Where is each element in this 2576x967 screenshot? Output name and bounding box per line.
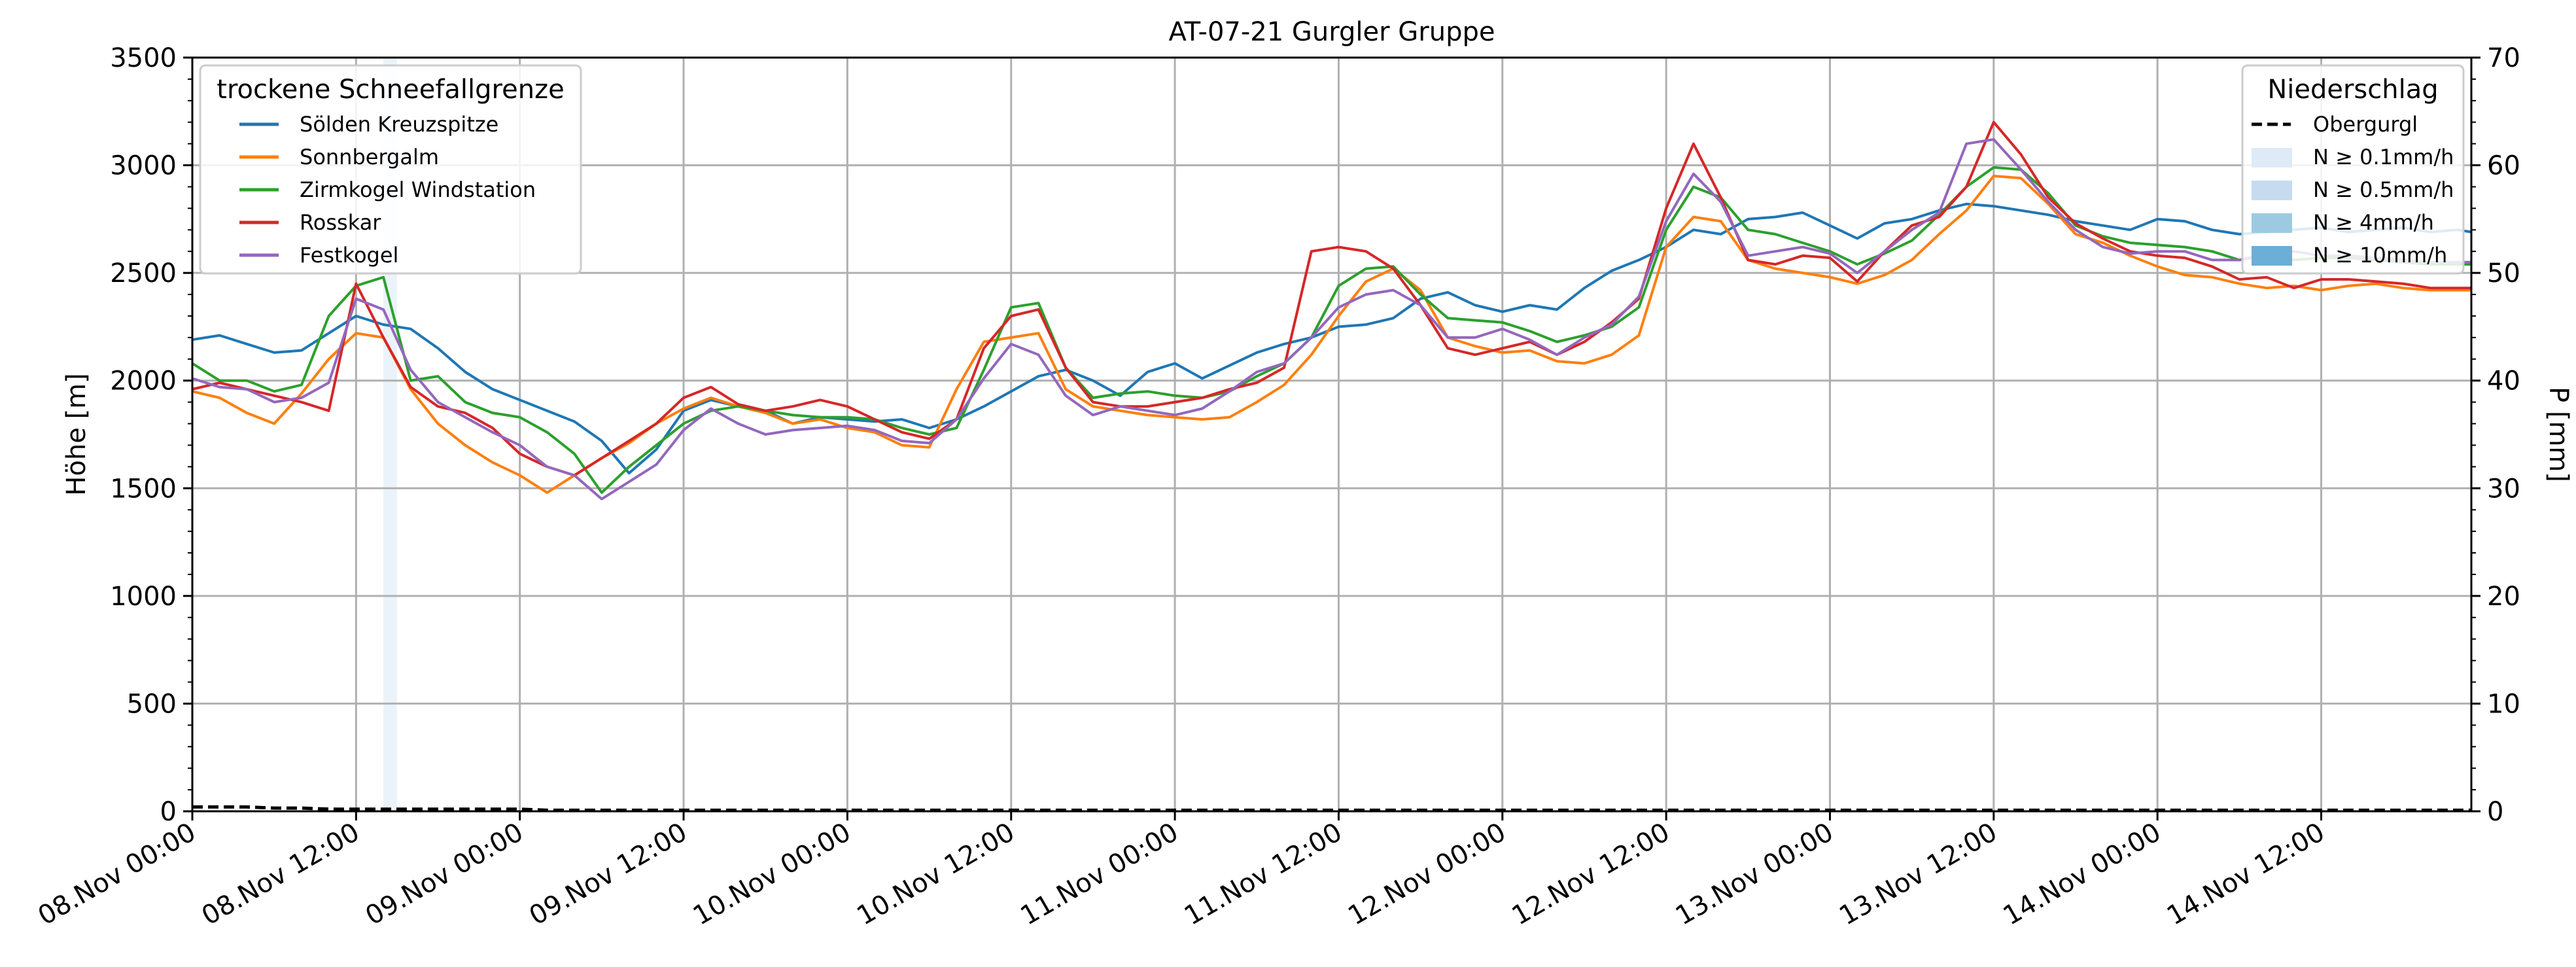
y2-tick-label-7: 70 <box>2487 43 2520 73</box>
legend-band-swatch-3 <box>2252 213 2292 233</box>
y-axis: 0 500 1000 1500 2000 2500 3000 3500 <box>110 43 192 827</box>
legend-label-4: Rosskar <box>300 210 381 235</box>
y2-tick-label-3: 30 <box>2487 474 2520 504</box>
legend-precip-items: N ≥ 0.1mm/h N ≥ 0.5mm/h N ≥ 4mm/h N ≥ 10mm/… <box>2252 145 2454 268</box>
y2-tick-label-5: 50 <box>2487 258 2520 289</box>
x-tick-label-13: 14.Nov 12:00 <box>2162 817 2330 932</box>
legend-snowline-items: Sölden Kreuzspitze Sonnbergalm Zirmkogel W… <box>239 112 536 268</box>
legend-band-label-2: N ≥ 0.5mm/h <box>2313 177 2454 202</box>
x-tick-label-7: 11.Nov 12:00 <box>1179 817 1348 932</box>
x-tick-label-1: 08.Nov 12:00 <box>197 817 365 932</box>
x-tick-label-6: 11.Nov 00:00 <box>1016 817 1184 932</box>
legend-label-1: Sölden Kreuzspitze <box>300 112 498 137</box>
legend-band-swatch-1 <box>2252 148 2292 167</box>
x-tick-label-0: 08.Nov 00:00 <box>33 817 201 932</box>
legend-band-swatch-4 <box>2252 246 2292 266</box>
legend-snowline-title: trockene Schneefallgrenze <box>217 75 564 105</box>
legend-precip-line-label: Obergurgl <box>2313 112 2418 137</box>
x-tick-label-3: 09.Nov 12:00 <box>524 817 692 932</box>
legend-band-label-3: N ≥ 4mm/h <box>2313 210 2434 235</box>
precip-layer <box>192 805 2471 812</box>
y2-axis: 0 10 20 30 40 50 60 70 <box>2471 43 2520 827</box>
plot-frame <box>191 56 2473 813</box>
y2-tick-label-1: 10 <box>2487 689 2520 719</box>
x-tick-label-5: 10.Nov 12:00 <box>852 817 1020 932</box>
legend-label-5: Festkogel <box>300 243 398 268</box>
series-line-3 <box>191 166 2471 494</box>
y-tick-label-2: 1000 <box>110 582 177 612</box>
y-axis-label: Höhe [m] <box>61 373 92 495</box>
y-tick-label-0: 0 <box>160 797 177 827</box>
y-tick-label-3: 1500 <box>110 474 177 504</box>
chart-title: AT-07-21 Gurgler Gruppe <box>1169 17 1495 47</box>
y-tick-label-6: 3000 <box>110 151 177 181</box>
x-tick-label-12: 14.Nov 00:00 <box>1998 817 2167 932</box>
legend-precip-title: Niederschlag <box>2267 75 2438 105</box>
y2-tick-label-4: 40 <box>2487 366 2520 396</box>
y2-axis-label: P [mm] <box>2543 387 2573 482</box>
legend-label-3: Zirmkogel Windstation <box>300 177 536 202</box>
legend-band-swatch-2 <box>2252 181 2292 200</box>
y2-tick-label-6: 60 <box>2487 151 2520 181</box>
legend-snowline-box <box>199 64 582 275</box>
y-tick-label-1: 500 <box>127 689 177 719</box>
series-line-1 <box>192 202 2472 475</box>
x-tick-label-8: 12.Nov 00:00 <box>1343 817 1511 932</box>
precip-line-obergurgl <box>192 805 2471 812</box>
y-tick-label-5: 2500 <box>110 258 177 289</box>
x-tick-label-10: 13.Nov 00:00 <box>1671 817 1839 932</box>
legend-precip: Niederschlag Obergurgl N ≥ 0.1mm/hN ≥ 0.… <box>2241 64 2465 275</box>
legend-snowline: trockene Schneefallgrenze Sölden Kreuzsp… <box>199 64 582 275</box>
series-line-5 <box>192 138 2471 501</box>
legend-precip-box <box>2241 64 2465 275</box>
x-tick-label-9: 12.Nov 12:00 <box>1507 817 1675 932</box>
y2-tick-label-2: 20 <box>2487 582 2520 612</box>
series-layer <box>191 120 2472 501</box>
x-tick-label-2: 09.Nov 00:00 <box>360 817 529 932</box>
legend-band-label-1: N ≥ 0.1mm/h <box>2313 145 2454 169</box>
x-tick-label-11: 13.Nov 12:00 <box>1834 817 2002 932</box>
y-tick-label-4: 2000 <box>110 366 177 396</box>
x-tick-label-4: 10.Nov 00:00 <box>688 817 856 932</box>
legend-label-2: Sonnbergalm <box>300 145 439 169</box>
legend-band-label-4: N ≥ 10mm/h <box>2313 243 2447 268</box>
y2-tick-label-0: 0 <box>2487 797 2503 827</box>
y-tick-label-7: 3500 <box>110 43 177 73</box>
